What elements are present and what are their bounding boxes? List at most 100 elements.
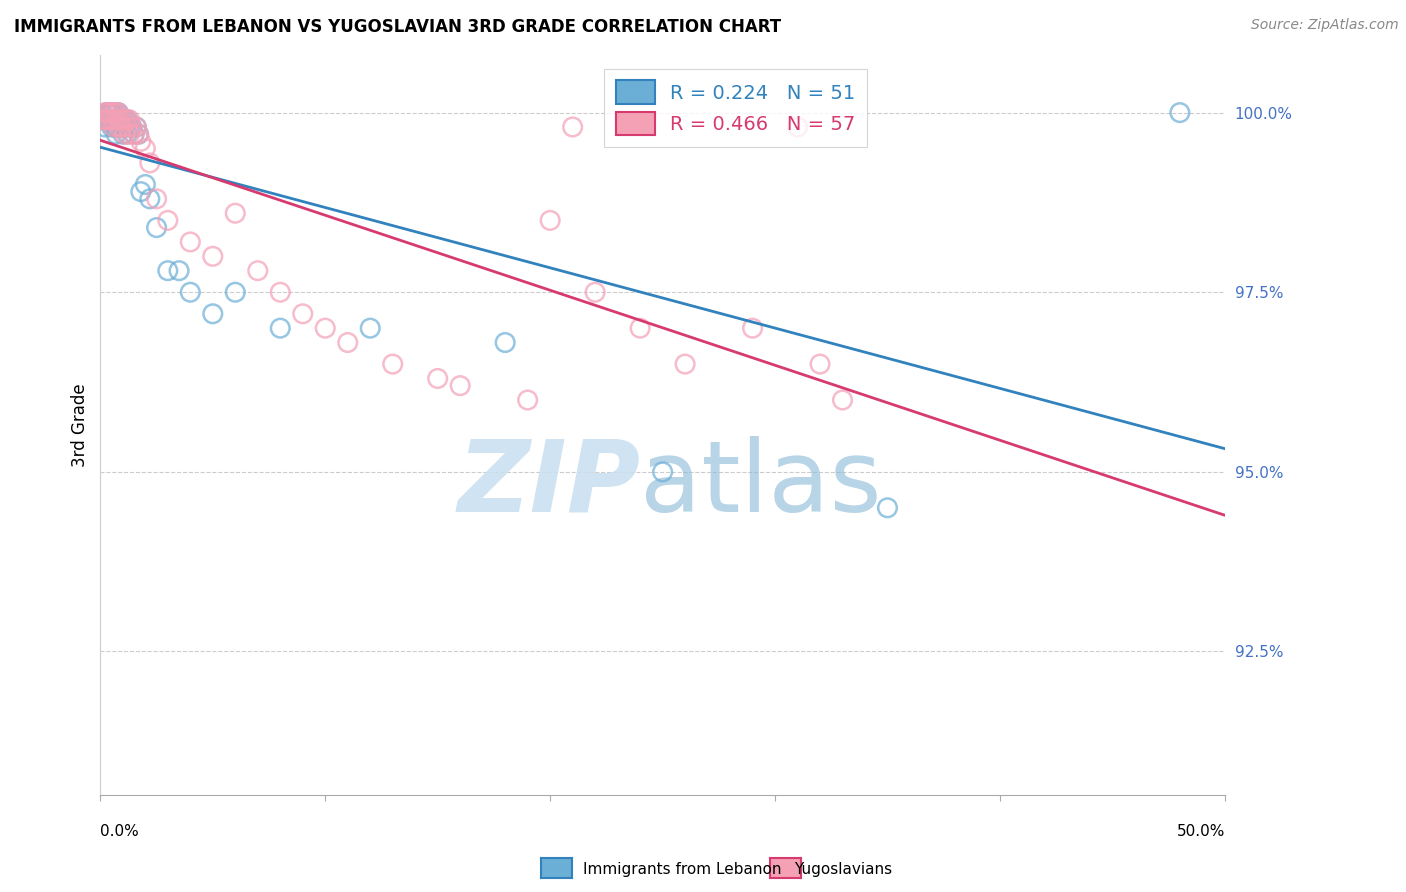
Point	[114, 112, 136, 127]
Point	[494, 335, 516, 350]
Point	[118, 112, 141, 127]
Point	[139, 156, 162, 170]
Point	[117, 112, 139, 127]
Point	[103, 112, 125, 127]
Point	[110, 112, 132, 127]
Point	[117, 120, 139, 134]
Text: ZIP: ZIP	[457, 436, 640, 533]
Point	[224, 206, 246, 220]
Point	[100, 112, 122, 127]
Point	[107, 120, 129, 134]
Point	[107, 112, 129, 127]
Point	[583, 285, 606, 300]
Point	[381, 357, 404, 371]
Text: 0.0%: 0.0%	[100, 824, 139, 839]
Point	[94, 112, 117, 127]
Text: Source: ZipAtlas.com: Source: ZipAtlas.com	[1251, 18, 1399, 32]
Point	[246, 263, 269, 277]
Point	[110, 120, 132, 134]
Point	[103, 120, 125, 134]
Point	[105, 112, 128, 127]
Point	[128, 127, 150, 141]
Point	[134, 142, 156, 156]
Point	[96, 105, 118, 120]
Point	[134, 178, 156, 192]
Point	[107, 105, 129, 120]
Point	[103, 105, 125, 120]
Point	[129, 134, 152, 148]
Point	[516, 392, 538, 407]
Point	[107, 105, 129, 120]
Point	[269, 285, 291, 300]
Point	[122, 127, 145, 141]
Point	[103, 112, 125, 127]
Text: Yugoslavians: Yugoslavians	[794, 863, 893, 877]
Text: 50.0%: 50.0%	[1177, 824, 1225, 839]
Point	[1168, 105, 1191, 120]
Legend: R = 0.224   N = 51, R = 0.466   N = 57: R = 0.224 N = 51, R = 0.466 N = 57	[605, 69, 868, 147]
Point	[117, 127, 139, 141]
Point	[128, 127, 150, 141]
Text: IMMIGRANTS FROM LEBANON VS YUGOSLAVIAN 3RD GRADE CORRELATION CHART: IMMIGRANTS FROM LEBANON VS YUGOSLAVIAN 3…	[14, 18, 782, 36]
Point	[224, 285, 246, 300]
Point	[179, 235, 201, 249]
Point	[117, 112, 139, 127]
Point	[110, 120, 132, 134]
Point	[179, 285, 201, 300]
Text: atlas: atlas	[640, 436, 882, 533]
Point	[100, 120, 122, 134]
Point	[98, 105, 121, 120]
Point	[336, 335, 359, 350]
Point	[111, 127, 134, 141]
Point	[105, 105, 128, 120]
Point	[876, 500, 898, 515]
Point	[118, 120, 141, 134]
Point	[105, 112, 128, 127]
Point	[111, 120, 134, 134]
Point	[91, 112, 114, 127]
Point	[449, 378, 471, 392]
Point	[201, 307, 224, 321]
Point	[110, 112, 132, 127]
Point	[94, 105, 117, 120]
Point	[111, 120, 134, 134]
Point	[91, 112, 114, 127]
Text: Immigrants from Lebanon: Immigrants from Lebanon	[583, 863, 782, 877]
Point	[100, 105, 122, 120]
Point	[561, 120, 583, 134]
Point	[121, 120, 143, 134]
Point	[100, 112, 122, 127]
Point	[96, 112, 118, 127]
Point	[673, 357, 696, 371]
Point	[94, 120, 117, 134]
Point	[269, 321, 291, 335]
Point	[156, 263, 179, 277]
Point	[426, 371, 449, 385]
Point	[831, 392, 853, 407]
Point	[808, 357, 831, 371]
Point	[118, 127, 141, 141]
Point	[114, 127, 136, 141]
Point	[139, 192, 162, 206]
Point	[105, 105, 128, 120]
Point	[145, 192, 167, 206]
Point	[94, 112, 117, 127]
Point	[125, 120, 148, 134]
Point	[786, 120, 808, 134]
Point	[628, 321, 651, 335]
Point	[129, 185, 152, 199]
Point	[98, 112, 121, 127]
Point	[111, 112, 134, 127]
Point	[96, 112, 118, 127]
Point	[96, 105, 118, 120]
Point	[105, 120, 128, 134]
Point	[107, 120, 129, 134]
Point	[167, 263, 190, 277]
Point	[114, 120, 136, 134]
Point	[107, 112, 129, 127]
Point	[100, 105, 122, 120]
Y-axis label: 3rd Grade: 3rd Grade	[72, 384, 89, 467]
Point	[103, 105, 125, 120]
Point	[98, 105, 121, 120]
Point	[103, 120, 125, 134]
